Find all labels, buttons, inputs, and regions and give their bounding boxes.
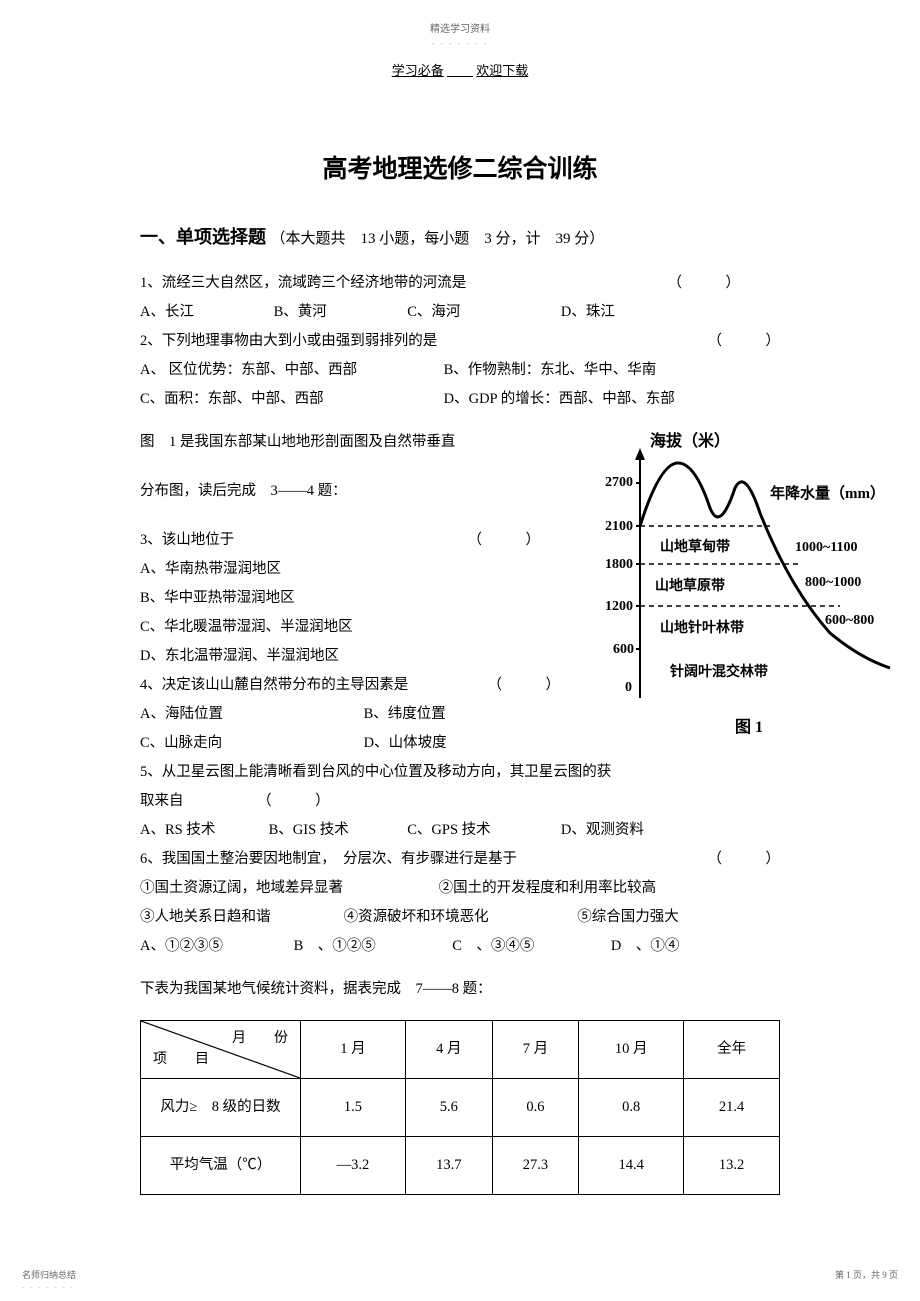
q5-line2: 取来自 （ ） [140, 787, 780, 816]
q3-optB: B、华中亚热带湿润地区 [140, 584, 540, 613]
svg-text:800~1000: 800~1000 [805, 575, 861, 590]
intro34-line1: 图 1 是我国东部某山地地形剖面图及自然带垂直 [140, 428, 540, 457]
svg-text:600~800: 600~800 [825, 613, 874, 628]
table-col-2: 7 月 [492, 1021, 579, 1079]
q4-options-row1: A、海陆位置 B、纬度位置 [140, 700, 540, 729]
table-cell: 13.7 [405, 1137, 492, 1195]
table-col-0: 1 月 [301, 1021, 406, 1079]
q5-line1: 5、从卫星云图上能清晰看到台风的中心位置及移动方向，其卫星云图的获 [140, 758, 780, 787]
table-cell: 0.6 [492, 1079, 579, 1137]
diag-bottom-label: 项 目 [153, 1046, 209, 1074]
climate-table: 月 份 项 目 1 月 4 月 7 月 10 月 全年 风力≥ 8 级的日数 1… [140, 1020, 780, 1195]
q2-options-row1: A、 区位优势：东部、中部、西部 B、作物熟制：东北、华中、华南 [140, 356, 780, 385]
figure-1: 海拔（米） 年降水量（mm） 2700 2100 1800 1200 [600, 428, 900, 739]
q3-text: 3、该山地位于 （ ） [140, 526, 540, 555]
header-small-text: 精选学习资料 [140, 20, 780, 35]
table-diag-header: 月 份 项 目 [141, 1021, 301, 1079]
q2-options-row2: C、面积：东部、中部、西部 D、GDP 的增长：西部、中部、东部 [140, 385, 780, 414]
header-dots: - - - - - - - [140, 39, 780, 48]
intro34-line2: 分布图，读后完成 3——4 题： [140, 477, 540, 506]
svg-text:针阔叶混交林带: 针阔叶混交林带 [669, 663, 768, 680]
q6-items-row2: ③人地关系日趋和谐 ④资源破坏和环境恶化 ⑤综合国力强大 [140, 903, 780, 932]
q6-options: A、①②③⑤ B 、①②⑤ C 、③④⑤ D 、①④ [140, 932, 780, 961]
diag-top-label: 月 份 [232, 1025, 288, 1053]
q1-bracket: （ ） [668, 269, 741, 298]
svg-text:山地针叶林带: 山地针叶林带 [660, 619, 744, 636]
header-underline: 学习必备 欢迎下载 [140, 60, 780, 79]
q1-options: A、长江 B、黄河 C、海河 D、珠江 [140, 298, 780, 327]
footer-right: 第 1 页，共 9 页 [835, 1268, 898, 1281]
q6-text: 6、我国国土整治要因地制宜， 分层次、有步骤进行是基于 （ ） [140, 845, 780, 874]
svg-text:600: 600 [613, 642, 634, 657]
q5-bracket: （ ） [257, 793, 330, 809]
table-cell: 1.5 [301, 1079, 406, 1137]
table-col-3: 10 月 [579, 1021, 684, 1079]
footer-left-dots: - - - - - - - [22, 1283, 75, 1291]
svg-text:0: 0 [625, 680, 632, 695]
q6-items-row1: ①国土资源辽阔，地域差异显著 ②国土的开发程度和利用率比较高 [140, 874, 780, 903]
q2-bracket: （ ） [708, 327, 781, 356]
svg-text:1000~1100: 1000~1100 [795, 540, 858, 555]
q5-options: A、RS 技术 B、GIS 技术 C、GPS 技术 D、观测资料 [140, 816, 780, 845]
figure-caption: 图 1 [735, 712, 763, 744]
q4-bracket: （ ） [488, 671, 561, 700]
table-row0-label: 风力≥ 8 级的日数 [141, 1079, 301, 1137]
q3-bracket: （ ） [468, 526, 541, 555]
svg-text:2700: 2700 [605, 475, 633, 490]
svg-text:2100: 2100 [605, 519, 633, 534]
q3-optC: C、华北暖温带湿润、半湿润地区 [140, 613, 540, 642]
svg-text:山地草甸带: 山地草甸带 [660, 538, 730, 555]
table-cell: 27.3 [492, 1137, 579, 1195]
table-cell: —3.2 [301, 1137, 406, 1195]
section-heading-text: 一、单项选择题 [140, 227, 266, 247]
svg-text:海拔（米）: 海拔（米） [650, 431, 730, 450]
q4-options-row2: C、山脉走向 D、山体坡度 [140, 729, 540, 758]
table-row: 平均气温（℃） —3.2 13.7 27.3 14.4 13.2 [141, 1137, 780, 1195]
q3-optD: D、东北温带湿润、半湿润地区 [140, 642, 540, 671]
svg-text:年降水量（mm）: 年降水量（mm） [770, 484, 885, 502]
header-underline-left: 学习必备 [392, 63, 444, 78]
table-row1-label: 平均气温（℃） [141, 1137, 301, 1195]
q6-bracket: （ ） [708, 845, 781, 874]
table-intro: 下表为我国某地气候统计资料，据表完成 7——8 题： [140, 975, 780, 1004]
q3-optA: A、华南热带湿润地区 [140, 555, 540, 584]
table-col-1: 4 月 [405, 1021, 492, 1079]
table-cell: 13.2 [684, 1137, 780, 1195]
section-heading: 一、单项选择题 （本大题共 13 小题，每小题 3 分，计 39 分） [140, 223, 780, 249]
page-title: 高考地理选修二综合训练 [140, 149, 780, 185]
svg-text:1800: 1800 [605, 557, 633, 572]
header-underline-right: 欢迎下载 [476, 63, 528, 78]
footer-left: 名师归纳总结 [22, 1268, 76, 1281]
svg-text:山地草原带: 山地草原带 [655, 577, 725, 594]
svg-text:1200: 1200 [605, 599, 633, 614]
table-row: 风力≥ 8 级的日数 1.5 5.6 0.6 0.8 21.4 [141, 1079, 780, 1137]
table-cell: 5.6 [405, 1079, 492, 1137]
section-meta: （本大题共 13 小题，每小题 3 分，计 39 分） [271, 231, 605, 247]
q1-text: 1、流经三大自然区，流域跨三个经济地带的河流是 （ ） [140, 269, 780, 298]
table-col-4: 全年 [684, 1021, 780, 1079]
table-cell: 14.4 [579, 1137, 684, 1195]
table-cell: 0.8 [579, 1079, 684, 1137]
table-cell: 21.4 [684, 1079, 780, 1137]
table-header-row: 月 份 项 目 1 月 4 月 7 月 10 月 全年 [141, 1021, 780, 1079]
q4-text: 4、决定该山山麓自然带分布的主导因素是 （ ） [140, 671, 540, 700]
q2-text: 2、下列地理事物由大到小或由强到弱排列的是 （ ） [140, 327, 780, 356]
